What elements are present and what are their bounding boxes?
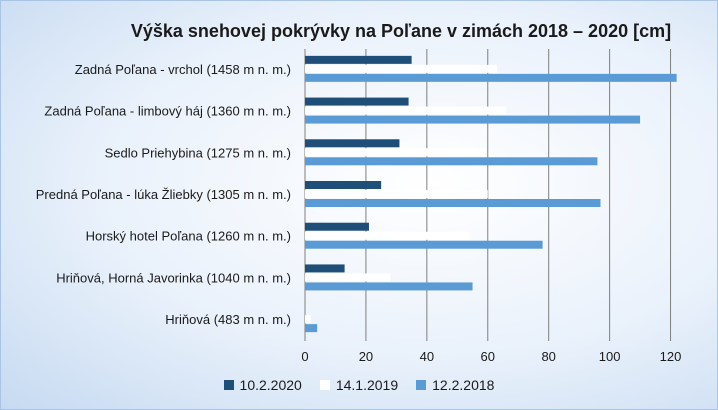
bar-10-2-2020 <box>305 181 382 189</box>
bar-14-1-2019 <box>305 190 488 198</box>
legend-label: 12.2.2018 <box>432 377 495 393</box>
bar-14-1-2019 <box>305 273 391 282</box>
bar-10-2-2020 <box>305 264 345 273</box>
legend-item: 14.1.2019 <box>319 377 399 393</box>
category-label: Zadná Poľana - vrchol (1458 m n. m.) <box>75 62 291 77</box>
legend-item: 12.2.2018 <box>416 377 494 393</box>
category-label: Sedlo Priehybina (1275 m n. m.) <box>105 145 291 160</box>
bar-14-1-2019 <box>305 64 497 73</box>
category-label: Predná Poľana - lúka Žliebky (1305 m n. … <box>36 187 291 202</box>
category-label: Zadná Poľana - limbový háj (1360 m n. m.… <box>44 104 291 119</box>
x-tick-label: 60 <box>481 349 495 364</box>
bar-12-2-2018 <box>305 199 601 207</box>
x-tick-label: 100 <box>599 349 621 364</box>
bar-12-2-2018 <box>305 73 677 82</box>
x-tick-label: 20 <box>359 349 373 364</box>
chart-title: Výška snehovej pokrývky na Poľane v zimá… <box>130 21 672 41</box>
bar-14-1-2019 <box>305 231 470 240</box>
bar-10-2-2020 <box>305 139 400 148</box>
category-label: Hriňová, Horná Javorinka (1040 m n. m.) <box>56 270 291 285</box>
legend-swatch <box>223 380 234 390</box>
bar-14-1-2019 <box>305 106 507 115</box>
category-label: Hriňová (483 m n. m.) <box>165 312 291 327</box>
legend-swatch <box>319 380 330 390</box>
legend-item: 10.2.2020 <box>223 377 302 393</box>
bar-10-2-2020 <box>305 55 412 64</box>
bar-12-2-2018 <box>305 157 598 166</box>
legend-swatch <box>416 380 427 390</box>
x-tick-label: 120 <box>660 349 682 364</box>
bar-12-2-2018 <box>305 240 543 249</box>
x-tick-label: 80 <box>541 349 555 364</box>
legend-label: 14.1.2019 <box>335 377 399 393</box>
legend: 10.2.2020 14.1.2019 12.2.2018 <box>1 377 717 393</box>
bar-12-2-2018 <box>305 324 318 333</box>
category-label: Horský hotel Poľana (1260 m n. m.) <box>86 229 291 244</box>
bar-14-1-2019 <box>305 148 485 157</box>
bar-12-2-2018 <box>305 115 641 124</box>
x-tick-label: 40 <box>420 349 434 364</box>
bar-10-2-2020 <box>305 97 409 106</box>
bar-12-2-2018 <box>305 282 473 291</box>
bar-10-2-2020 <box>305 222 369 231</box>
legend-label: 10.2.2020 <box>239 377 302 393</box>
x-tick-label: 0 <box>301 349 308 364</box>
bar-14-1-2019 <box>305 315 312 324</box>
